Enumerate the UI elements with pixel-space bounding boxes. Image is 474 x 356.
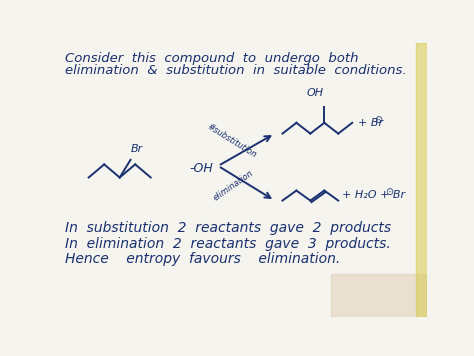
Text: + H₂O + Br: + H₂O + Br — [342, 190, 405, 200]
Text: Br: Br — [130, 143, 143, 153]
Text: In  substitution  2  reactants  gave  2  products: In substitution 2 reactants gave 2 produ… — [65, 221, 392, 235]
Text: ⊙: ⊙ — [385, 187, 393, 197]
Text: Consider  this  compound  to  undergo  both: Consider this compound to undergo both — [65, 52, 359, 65]
Text: OH: OH — [306, 88, 324, 98]
Text: ⊙: ⊙ — [374, 115, 382, 125]
Text: -OH: -OH — [190, 162, 213, 175]
Text: elimination  &  substitution  in  suitable  conditions.: elimination & substitution in suitable c… — [65, 64, 407, 77]
Text: Hence    entropy  favours    elimination.: Hence entropy favours elimination. — [65, 252, 341, 266]
Text: #substitution: #substitution — [205, 122, 258, 160]
Bar — [416, 43, 427, 317]
Bar — [330, 274, 427, 317]
Text: + Br: + Br — [357, 118, 383, 128]
Text: elimination: elimination — [212, 168, 255, 202]
Text: In  elimination  2  reactants  gave  3  products.: In elimination 2 reactants gave 3 produc… — [65, 237, 391, 251]
